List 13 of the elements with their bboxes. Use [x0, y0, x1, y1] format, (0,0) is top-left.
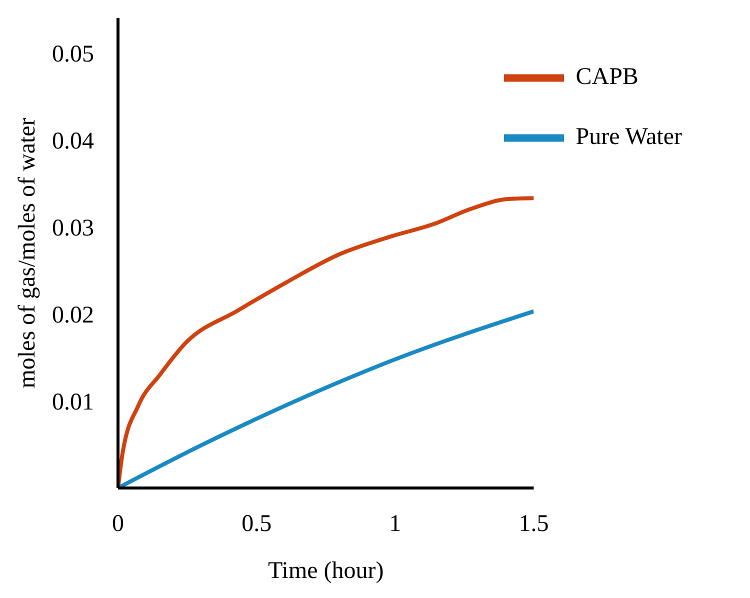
y-tick-label: 0.05	[52, 41, 94, 68]
x-axis-title: Time (hour)	[268, 558, 384, 584]
y-tick-label: 0.02	[52, 302, 94, 328]
legend-label: CAPB	[576, 64, 638, 90]
legend-label: Pure Water	[576, 124, 682, 150]
y-tick-label: 0.04	[52, 128, 94, 154]
y-tick-label: 0.03	[52, 215, 94, 242]
x-tick-label: 0	[112, 511, 124, 538]
x-tick-label: 1	[389, 511, 402, 538]
y-tick-label: 0.01	[52, 389, 94, 416]
x-tick-label: 0.5	[242, 511, 272, 538]
y-axis-title: moles of gas/moles of water	[14, 118, 41, 388]
x-tick-label: 1.5	[518, 511, 549, 538]
